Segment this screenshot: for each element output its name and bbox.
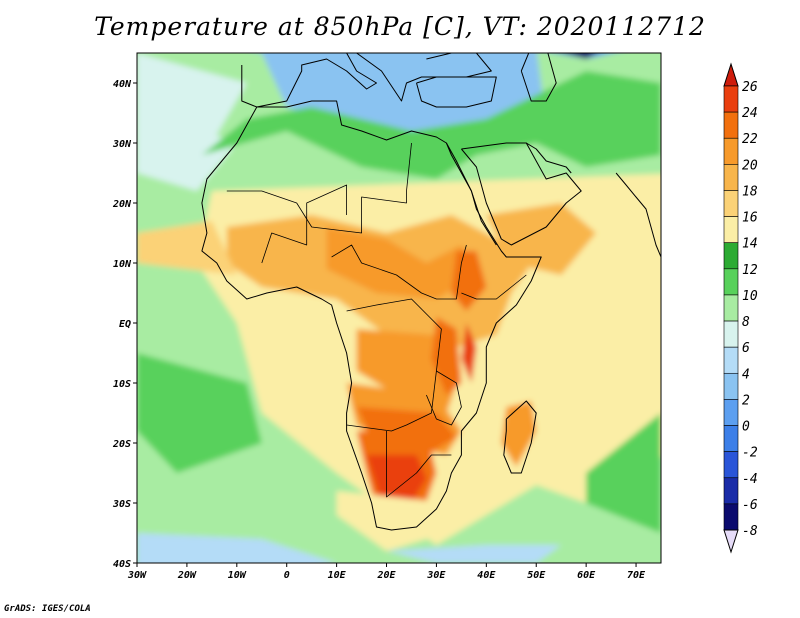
colorbar-swatch [723, 268, 739, 296]
lat-tick-label: EQ [119, 319, 131, 330]
lat-tick-label: 40N [113, 79, 132, 90]
map-frame [136, 52, 662, 564]
grads-credit: GrADS: IGES/COLA [4, 604, 91, 614]
lon-tick-label: 10W [228, 570, 247, 581]
colorbar-swatch [723, 190, 739, 217]
colorbar-level-label: 10 [742, 289, 758, 304]
colorbar-level-label: 24 [742, 106, 758, 121]
colorbar-swatch [723, 111, 739, 139]
colorbar-swatch [723, 137, 739, 165]
lon-tick-label: 40E [477, 570, 496, 581]
colorbar-swatch [723, 242, 739, 270]
colorbar-level-label: 20 [742, 158, 758, 173]
colorbar-swatch [723, 425, 739, 452]
lon-tick-label: 0 [284, 570, 290, 581]
colorbar-level-label: 8 [742, 315, 750, 330]
lon-tick-label: 60E [577, 570, 596, 581]
colorbar-swatch [723, 346, 739, 374]
colorbar-swatch [723, 164, 739, 191]
colorbar-level-label: 18 [742, 184, 758, 199]
lat-tick-label: 10N [113, 259, 132, 270]
colorbar-swatch [723, 451, 739, 479]
lat-tick-label: 40S [113, 559, 131, 570]
colorbar-level-label: 2 [742, 393, 750, 408]
lon-tick-label: 30W [127, 570, 147, 581]
lon-tick-label: 70E [627, 570, 646, 581]
colorbar-swatch [723, 320, 739, 348]
colorbar-level-label: 0 [742, 420, 750, 435]
lon-tick-label: 20E [376, 570, 396, 581]
colorbar-level-label: -6 [742, 498, 758, 513]
colorbar-arrow-high [723, 62, 739, 87]
colorbar-level-label: -4 [742, 472, 758, 487]
colorbar-swatch [723, 503, 739, 531]
coastlines [201, 53, 661, 531]
colorbar-level-label: 4 [742, 367, 750, 382]
colorbar-swatch [723, 477, 739, 505]
colorbar-level-label: 26 [742, 80, 758, 95]
colorbar-level-label: 14 [742, 237, 758, 252]
lat-tick-label: 20N [112, 199, 132, 210]
colorbar-swatch [723, 399, 739, 426]
longitude-axis: 30W 20W 10W 0 10E 20E 30E 40E 50E 60E 70E [127, 563, 646, 581]
lon-tick-label: 20W [177, 570, 197, 581]
temperature-field [137, 53, 661, 563]
colorbar-level-label: 12 [742, 263, 758, 278]
colorbar-level-label: -2 [742, 446, 758, 461]
lat-tick-label: 30S [112, 499, 131, 510]
colorbar-arrow-low [723, 529, 739, 554]
latitude-axis: 40N 30N 20N 10N EQ 10S 20S 30S 40S [112, 79, 137, 570]
colorbar-level-label: -8 [742, 524, 758, 539]
lat-tick-label: 10S [113, 379, 131, 390]
colorbar-level-label: 6 [742, 341, 750, 356]
lon-tick-label: 10E [328, 570, 347, 581]
colorbar-level-label: 16 [742, 211, 758, 226]
lat-tick-label: 30N [112, 139, 132, 150]
lon-tick-label: 50E [527, 570, 546, 581]
colorbar-level-label: 22 [742, 132, 758, 147]
colorbar-swatch [723, 294, 739, 322]
lon-tick-label: 30E [426, 570, 446, 581]
colorbar-swatch [723, 85, 739, 113]
lat-tick-label: 20S [112, 439, 131, 450]
colorbar-swatch [723, 372, 739, 400]
map-title: Temperature at 850hPa [C], VT: 202011271… [94, 12, 706, 41]
colorbar-swatch [723, 216, 739, 244]
